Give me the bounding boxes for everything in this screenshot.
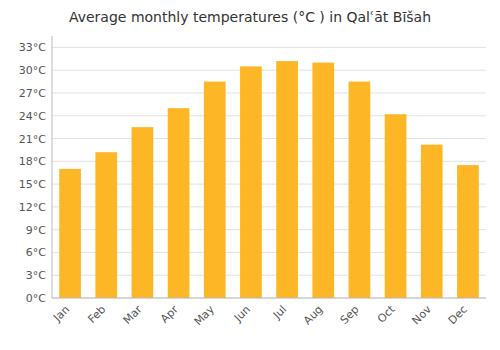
bar	[59, 169, 81, 298]
x-tick-label: Mar	[121, 303, 145, 327]
title: Average monthly temperatures (°C ) in Qa…	[69, 9, 431, 25]
x-tick-label: Feb	[85, 303, 108, 326]
y-tick-label: 33°C	[19, 41, 46, 54]
y-tick-label: 0°C	[26, 292, 46, 305]
y-tick-label: 18°C	[19, 155, 46, 168]
y-axis-line	[52, 36, 53, 298]
x-tick-label: Jun	[231, 303, 253, 325]
x-tick-label: Dec	[446, 303, 470, 327]
y-tick-label: 21°C	[19, 133, 46, 146]
bar	[312, 63, 334, 298]
bar	[385, 114, 407, 298]
x-tick-label: Apr	[158, 303, 181, 326]
bar	[168, 108, 190, 298]
y-tick-label: 30°C	[19, 64, 46, 77]
y-tick-label: 15°C	[19, 178, 46, 191]
bar	[240, 66, 262, 298]
bar	[95, 152, 117, 298]
y-tick-label: 3°C	[26, 269, 46, 282]
x-tick-label: Jan	[50, 303, 72, 325]
y-tick-label: 6°C	[26, 246, 46, 259]
bar	[457, 165, 479, 298]
bar	[132, 127, 154, 298]
grid-line	[52, 298, 486, 299]
y-tick-label: 12°C	[19, 201, 46, 214]
grid-line	[52, 70, 486, 71]
bar	[349, 82, 371, 298]
grid	[52, 47, 486, 298]
grid-line	[52, 115, 486, 116]
bar	[421, 145, 443, 298]
grid-line	[52, 92, 486, 93]
grid-line	[52, 47, 486, 48]
x-tick-label: Nov	[409, 303, 434, 328]
y-tick-label: 27°C	[19, 87, 46, 100]
x-axis-line	[52, 298, 486, 299]
y-tick-label: 24°C	[19, 110, 46, 123]
x-tick-label: Jul	[270, 303, 289, 322]
chart: Average monthly temperatures (°C ) in Qa…	[0, 0, 500, 350]
x-tick-label: Oct	[375, 302, 398, 325]
grid-line	[52, 138, 486, 139]
bar	[204, 82, 226, 298]
bar	[276, 61, 298, 298]
bars	[59, 61, 479, 298]
x-tick-label: Aug	[301, 303, 325, 327]
x-tick-label: Sep	[338, 303, 362, 327]
x-tick-label: May	[192, 303, 218, 329]
y-tick-label: 9°C	[26, 224, 46, 237]
